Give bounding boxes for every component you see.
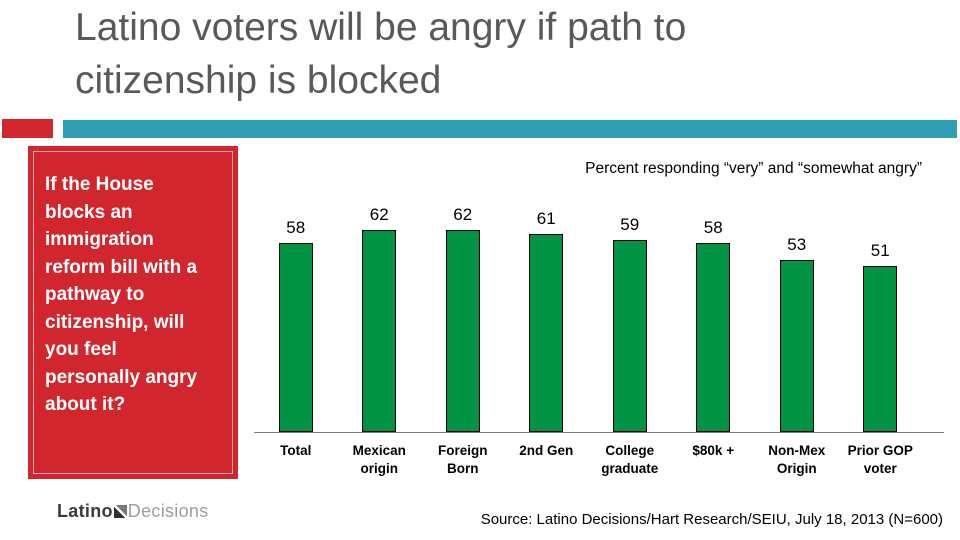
category-label: 2nd Gen bbox=[519, 443, 574, 458]
bar-group: 58 bbox=[672, 152, 756, 432]
category-label: Non-Mex Origin bbox=[768, 443, 826, 477]
bar-value-label: 62 bbox=[453, 205, 473, 224]
category-label: Mexican origin bbox=[352, 443, 406, 477]
bar-group: 59 bbox=[588, 152, 672, 432]
bar-value-label: 58 bbox=[286, 218, 306, 237]
bar-value-label: 51 bbox=[870, 241, 890, 260]
bar bbox=[445, 230, 480, 432]
bar-chart: Percent responding “very” and “somewhat … bbox=[254, 152, 944, 502]
slide-title: Latino voters will be angry if path to c… bbox=[75, 6, 687, 102]
category-labels-row: Total Mexican origin Foreign Born 2nd Gen Co… bbox=[254, 442, 922, 478]
bar-group: 62 bbox=[421, 152, 505, 432]
logo-square-slash-icon bbox=[113, 505, 127, 518]
bar-group: 58 bbox=[254, 152, 338, 432]
bar bbox=[779, 260, 814, 432]
category-label: College graduate bbox=[601, 443, 659, 477]
logo-text-decisions: Decisions bbox=[127, 500, 209, 521]
chart-subtitle: Percent responding “very” and “somewhat … bbox=[585, 160, 922, 177]
latino-decisions-logo: Latino Decisions bbox=[57, 501, 209, 521]
bar bbox=[863, 266, 898, 432]
category-label: $80k + bbox=[692, 443, 735, 458]
teal-accent-bar bbox=[63, 120, 957, 138]
bar bbox=[696, 243, 731, 432]
bar-group: 53 bbox=[755, 152, 839, 432]
red-accent-rect bbox=[2, 119, 53, 138]
question-box: If the House blocks an immigration refor… bbox=[28, 146, 238, 479]
bar-value-label: 59 bbox=[620, 215, 640, 234]
source-citation: Source: Latino Decisions/Hart Research/S… bbox=[480, 511, 943, 528]
bar-group: 51 bbox=[839, 152, 923, 432]
category-label: Foreign Born bbox=[438, 443, 488, 477]
logo-text-latino: Latino bbox=[57, 500, 113, 521]
bar bbox=[362, 230, 397, 432]
category-label: Prior GOP voter bbox=[847, 443, 913, 477]
bar bbox=[529, 234, 564, 432]
bar-value-label: 61 bbox=[536, 209, 556, 228]
bar-group: 62 bbox=[338, 152, 422, 432]
x-axis-line bbox=[254, 432, 944, 433]
bars-container: 58 62 62 61 59 58 53 51 bbox=[254, 152, 922, 432]
bar-value-label: 62 bbox=[369, 205, 389, 224]
bar bbox=[612, 240, 647, 432]
question-text: If the House blocks an immigration refor… bbox=[45, 174, 198, 415]
bar-group: 61 bbox=[505, 152, 589, 432]
bar-value-label: 58 bbox=[703, 218, 723, 237]
bar bbox=[278, 243, 313, 432]
category-label: Total bbox=[280, 443, 312, 458]
bar-value-label: 53 bbox=[787, 235, 807, 254]
